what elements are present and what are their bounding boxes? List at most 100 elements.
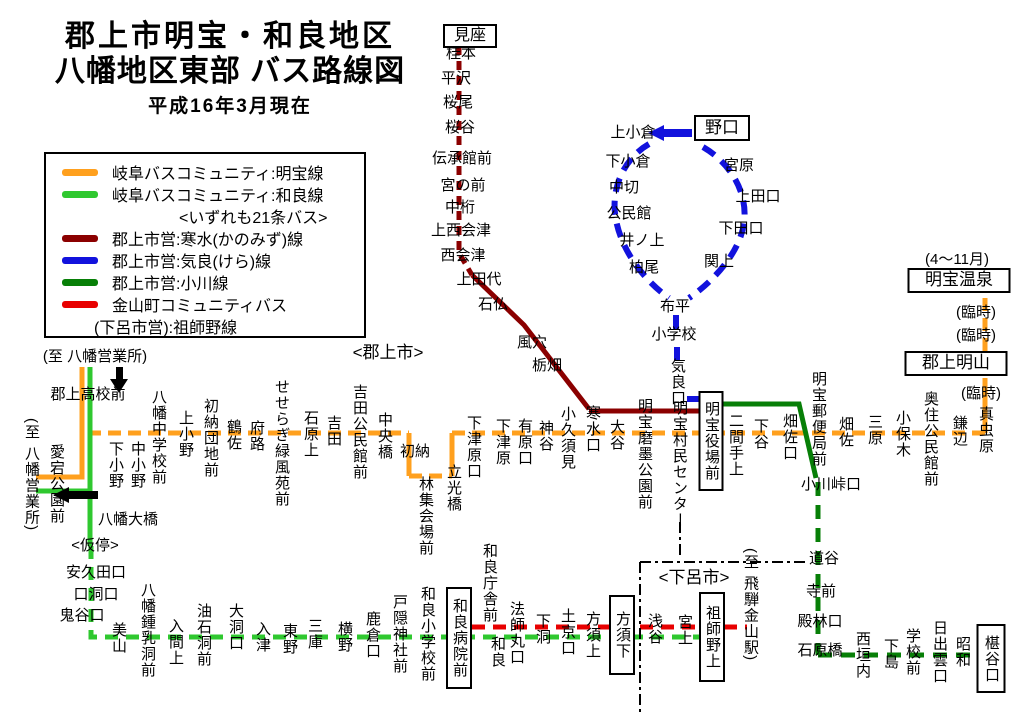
ogawa-line: [721, 401, 819, 479]
stop-label: 寒水口: [583, 405, 601, 453]
terminal-box: 野口: [694, 115, 750, 141]
meiho-line: [36, 367, 85, 480]
title-date: 平成16年3月現在: [148, 96, 312, 117]
legend-line-swatch: [62, 168, 98, 176]
kera-line: [687, 144, 748, 301]
stop-label: (至 飛騨金山駅): [741, 548, 759, 662]
legend-item: 郡上市営:気良(けら)線: [46, 249, 364, 271]
stop-label: 畑佐口: [780, 413, 798, 461]
legend-item-label: 郡上市営:寒水(かのみず)線: [112, 232, 304, 249]
stop-label: 立光橋: [444, 464, 462, 512]
stop-label: 栃畑: [531, 357, 563, 374]
stop-label: 下小野: [106, 441, 124, 489]
stop-label: 下田口: [718, 220, 764, 237]
stop-label: 中切: [608, 179, 640, 196]
stop-label: 風穴: [516, 334, 548, 351]
stop-label: 明宝村民センター: [670, 400, 688, 528]
stop-label: 郡上高校前: [50, 386, 126, 403]
kanomizu-line: [456, 46, 475, 277]
stop-label: 油石洞前: [194, 603, 212, 667]
stop-label: 下洞: [533, 613, 551, 645]
stop-label: 西会津: [440, 247, 486, 264]
stop-label: 浅谷: [645, 613, 663, 645]
legend-item-label: 金山町コミュニティバス: [112, 298, 288, 315]
stop-label: 上田口: [735, 188, 781, 205]
stop-label: 鎌辺: [950, 415, 968, 447]
legend-item: <いずれも21条バス>: [46, 205, 364, 227]
legend-item: 岐阜バスコミュニティ:和良線: [46, 183, 364, 205]
legend-item: 岐阜バスコミュニティ:明宝線: [46, 161, 364, 183]
terminal-box: 見座: [443, 24, 497, 48]
stop-label: 伝承館前: [431, 150, 493, 167]
stop-label: 戸隠神社前: [390, 594, 408, 674]
stop-label: 和良: [488, 636, 506, 668]
legend-item: 郡上市営:小川線: [46, 271, 364, 293]
stop-label: 吉田公民館前: [350, 384, 368, 480]
stop-label: 殿林口: [797, 613, 843, 630]
kera-line: [611, 141, 671, 301]
stop-label: 畑佐: [836, 416, 854, 448]
legend-item-label: <いずれも21条バス>: [179, 210, 328, 227]
stop-label: 真虫原: [976, 406, 994, 454]
map-title: 郡上市明宝・和良地区 八幡地区東部 バス路線図 平成16年3月現在: [10, 20, 450, 118]
stop-label: 道谷: [808, 550, 840, 567]
stop-label: 気良口: [668, 358, 686, 406]
stop-label: 法師丸口: [507, 601, 525, 665]
stop-label: 下谷: [751, 418, 769, 450]
stop-label: 小学校: [651, 326, 697, 343]
stop-label: 二間手上: [726, 413, 744, 477]
stop-label: 下島: [881, 638, 899, 670]
stop-label: 大谷: [607, 419, 625, 451]
stop-label: <仮停>: [71, 537, 119, 554]
stop-label: 石原橋: [797, 642, 843, 659]
legend-line-swatch: [62, 190, 98, 198]
stop-label: せせらぎ緑風苑前: [272, 379, 290, 507]
stop-label: 学校前: [903, 628, 921, 676]
stop-label: 鹿倉口: [363, 611, 381, 659]
stop-label: 入津: [253, 621, 271, 653]
stop-label: 石仏: [477, 296, 509, 313]
stop-label: 八幡大橋: [97, 511, 159, 528]
stop-label: 愛宕公園前: [47, 444, 65, 524]
stop-label: 八幡鍾乳洞前: [138, 582, 156, 678]
legend-item: (下呂市営):祖師野線: [46, 315, 364, 337]
terminal-box: 祖師野上: [699, 592, 725, 682]
stop-label: 宮上: [675, 614, 693, 646]
stop-label: 上田代: [456, 271, 502, 288]
stop-label: 八幡中学校前: [149, 389, 167, 485]
stop-label: 上西会津: [430, 222, 492, 239]
legend-item-label: (下呂市営):祖師野線: [94, 320, 238, 337]
stop-label: 鶴佐: [224, 419, 242, 451]
stop-label: 府路: [247, 420, 265, 452]
stop-label: (至 八幡営業所): [22, 418, 40, 532]
stop-label: 中央橋: [375, 412, 393, 460]
stop-label: 下津原: [493, 418, 511, 466]
stop-label: 中桁: [444, 199, 476, 216]
stop-label: (臨時): [961, 385, 1001, 402]
stop-label: 宮原: [723, 157, 755, 174]
stop-label: 小久須見: [558, 406, 576, 470]
stop-label: <郡上市>: [352, 343, 424, 362]
legend-box: 岐阜バスコミュニティ:明宝線岐阜バスコミュニティ:和良線 <いずれも21条バス> 郡…: [44, 152, 366, 338]
stop-label: 有原口: [515, 418, 533, 466]
stop-label: 安久田口: [65, 564, 127, 581]
legend-line-swatch: [62, 300, 98, 308]
stop-label: 井ノ上: [619, 232, 665, 249]
stop-label: 桂本: [445, 45, 477, 62]
stop-label: 美山: [109, 622, 127, 654]
stop-label: 入間上: [166, 618, 184, 666]
stop-label: 大洞口: [226, 603, 244, 651]
legend-item-label: 岐阜バスコミュニティ:和良線: [112, 188, 324, 205]
stop-label: (至 八幡営業所): [42, 348, 148, 365]
arrow-left-to-office: [53, 487, 98, 503]
stop-label: 布平: [659, 298, 691, 315]
arrow-noguchi-loop: [648, 125, 692, 141]
stop-label: 中小野: [128, 441, 146, 489]
legend-item: 金山町コミュニティバス: [46, 293, 364, 315]
wara-line: [88, 546, 699, 640]
stop-label: 和良小学校前: [418, 586, 436, 682]
kanomizu-line: [470, 273, 591, 411]
stop-label: 平沢: [440, 70, 472, 87]
stop-label: 明宝郵便局前: [809, 371, 827, 467]
